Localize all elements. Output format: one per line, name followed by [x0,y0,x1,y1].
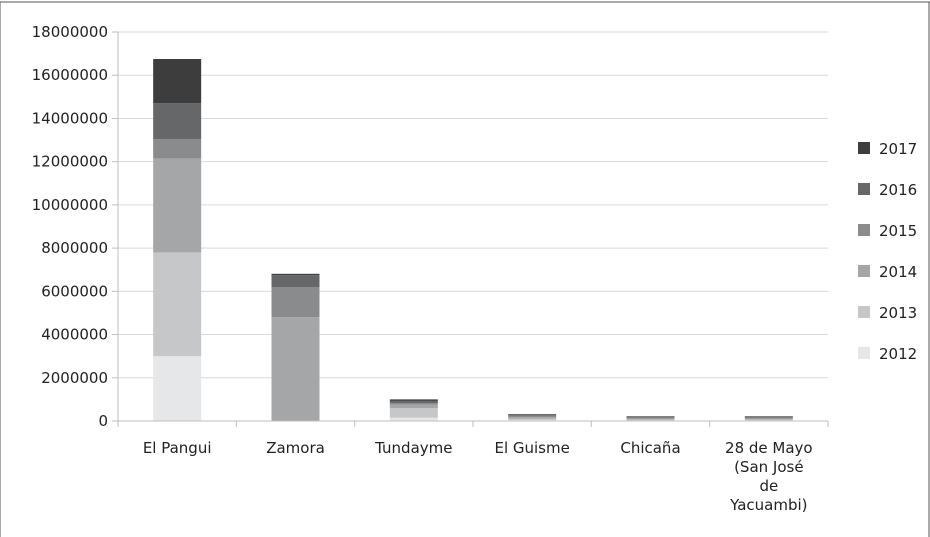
x-tick-label: (San José [734,458,804,476]
bar-segment-2013 [153,252,202,357]
bar-segment-2017 [389,399,438,401]
gridlines [118,31,828,379]
bar-segment-2015 [744,417,793,419]
legend-swatch-2013 [858,306,870,318]
x-tick-label: Chicaña [620,439,680,457]
x-tick-label: Yacuambi) [729,496,807,514]
bar-segment-2017 [271,273,320,276]
legend-label-2012: 2012 [879,345,917,363]
bar-segment-2013 [744,419,793,421]
bar-segment-2017 [744,416,793,417]
x-tick-label: de [759,477,778,495]
x-tick-label: 28 de Mayo [725,439,813,457]
legend-label-2015: 2015 [879,222,917,240]
bar-segment-2016 [153,103,202,139]
x-tick-label: Tundayme [374,439,452,457]
bar-segment-2016 [389,400,438,404]
bar-segment-2013 [626,419,675,421]
y-tick-label: 0 [98,412,108,430]
bar-segment-2017 [508,414,557,415]
legend-swatch-2015 [858,224,870,236]
y-tick-label: 4000000 [41,326,108,344]
y-tick-label: 2000000 [41,369,108,387]
bar-segment-2015 [508,415,557,418]
bar-segment-2015 [153,138,202,159]
legend-label-2014: 2014 [879,263,917,281]
bar-segment-2014 [153,158,202,253]
y-tick-label: 14000000 [32,109,108,127]
bar-segment-2014 [389,404,438,409]
bar-segment-2012 [508,419,557,421]
y-tick-label: 6000000 [41,282,108,300]
y-tick-labels: 0 2000000 4000000 6000000 8000000 10000000 120… [32,23,108,430]
x-tick-label: El Guisme [494,439,569,457]
legend: 2017 2016 2015 2014 2013 2012 [858,140,917,363]
bar-segment-2014 [271,317,320,421]
bar-segment-2016 [271,275,320,288]
axes-group [112,31,829,427]
bar-segment-2013 [508,418,557,420]
legend-label-2016: 2016 [879,181,917,199]
y-tick-label: 10000000 [32,196,108,214]
y-tick-label: 12000000 [32,153,108,171]
bar-segment-2014 [508,417,557,419]
bars-group [153,59,793,421]
bar-segment-2017 [626,416,675,417]
legend-swatch-2017 [858,142,870,154]
bar-segment-2012 [389,417,438,421]
bar-segment-2013 [389,408,438,418]
bar-segment-2017 [153,59,202,104]
bar-segment-2012 [153,356,202,421]
bar-segment-2015 [626,417,675,419]
legend-swatch-2016 [858,183,870,195]
y-tick-label: 18000000 [32,23,108,41]
bar-segment-2014 [744,418,793,420]
legend-swatch-2014 [858,265,870,277]
y-tick-label: 16000000 [32,66,108,84]
legend-label-2013: 2013 [879,304,917,322]
x-tick-label: El Pangui [143,439,212,457]
x-tick-labels: El Pangui Zamora Tundayme El Guisme Chicaña 2… [143,439,813,514]
bar-segment-2016 [626,416,675,418]
bar-segment-2014 [626,418,675,420]
legend-label-2017: 2017 [879,140,917,158]
bar-segment-2016 [744,416,793,418]
bar-segment-2015 [389,403,438,405]
x-tick-label: Zamora [266,439,325,457]
y-tick-label: 8000000 [41,239,108,257]
bar-segment-2016 [508,414,557,416]
legend-swatch-2012 [858,347,870,359]
bar-segment-2015 [271,287,320,318]
